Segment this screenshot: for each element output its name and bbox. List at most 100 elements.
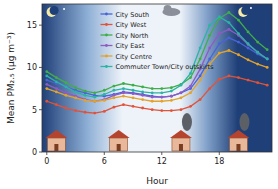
series-marker [237, 32, 240, 35]
series-marker [208, 87, 211, 90]
series-marker [132, 105, 135, 108]
series-marker [45, 74, 48, 77]
series-marker [122, 87, 125, 90]
series-marker [227, 36, 230, 39]
series-marker [84, 94, 87, 97]
series-marker [237, 53, 240, 56]
door [54, 144, 58, 151]
legend-label: City Centre [115, 53, 152, 61]
series-marker [122, 82, 125, 85]
legend-label: City West [115, 21, 146, 29]
legend-marker [105, 44, 108, 47]
series-marker [141, 85, 144, 88]
series-marker [189, 85, 192, 88]
series-marker [170, 90, 173, 93]
x-tick [104, 152, 105, 155]
series-marker [170, 86, 173, 89]
series-marker [247, 79, 250, 82]
smoke [239, 113, 249, 131]
series-marker [199, 98, 202, 101]
series-marker [208, 24, 211, 27]
series-marker [93, 112, 96, 115]
series-marker [141, 94, 144, 97]
series-marker [151, 100, 154, 103]
series-marker [103, 110, 106, 113]
plot-frame [42, 4, 272, 152]
series-marker [74, 109, 77, 112]
series-marker [160, 87, 163, 90]
series-marker [247, 42, 250, 45]
series-marker [189, 87, 192, 90]
legend-label: Commuter Town/City outskirts [115, 63, 214, 71]
series-marker [103, 99, 106, 102]
series-marker [122, 103, 125, 106]
series-marker [112, 94, 115, 97]
series-marker [180, 108, 183, 111]
series-marker [93, 96, 96, 99]
x-tick [161, 152, 162, 155]
series-marker [151, 108, 154, 111]
series-marker [160, 109, 163, 112]
series-marker [266, 48, 269, 51]
legend-label: City North [115, 32, 148, 40]
roof [227, 130, 249, 138]
series-marker [247, 31, 250, 34]
series-marker [247, 58, 250, 61]
series-marker [151, 91, 154, 94]
series-marker [84, 111, 87, 114]
series-marker [199, 58, 202, 61]
series-marker [45, 83, 48, 86]
series-marker [170, 95, 173, 98]
star [63, 8, 65, 10]
series-marker [227, 28, 230, 31]
series-marker [160, 96, 163, 99]
y-tick [39, 152, 42, 153]
series-marker [266, 58, 269, 61]
series-marker [151, 87, 154, 90]
series-marker [84, 99, 87, 102]
series-marker [247, 43, 250, 46]
chart: 051015061218HourMean PM₂.₅ (μg m⁻³)City … [0, 0, 278, 189]
series-marker [65, 81, 68, 84]
series-group [45, 11, 268, 114]
series-marker [266, 66, 269, 69]
roof [170, 130, 192, 138]
legend-line [100, 34, 112, 35]
series-marker [256, 51, 259, 54]
series-marker [141, 91, 144, 94]
series-marker [55, 87, 58, 90]
legend-line [100, 55, 112, 56]
y-tick-label: 15 [27, 21, 37, 30]
series-marker [55, 80, 58, 83]
legend-label: City East [115, 42, 144, 50]
series-marker [218, 52, 221, 55]
x-tick-label: 18 [214, 157, 224, 166]
series-marker [170, 99, 173, 102]
moon-shadow [50, 6, 59, 15]
y-axis-label: Mean PM₂.₅ (μg m⁻³) [6, 32, 16, 124]
series-marker [112, 93, 115, 96]
series-marker [218, 42, 221, 45]
series-marker [180, 84, 183, 87]
series-marker [132, 92, 135, 95]
series-line [47, 29, 267, 101]
legend-line [100, 24, 112, 25]
series-line [47, 76, 267, 113]
series-marker [132, 96, 135, 99]
door [117, 144, 121, 151]
y-tick-label: 0 [32, 148, 37, 157]
series-marker [266, 84, 269, 87]
series-marker [208, 47, 211, 50]
series-marker [218, 78, 221, 81]
series-marker [218, 15, 221, 18]
y-tick [39, 67, 42, 68]
series-marker [256, 41, 259, 44]
series-marker [180, 91, 183, 94]
series-marker [199, 74, 202, 77]
series-marker [199, 79, 202, 82]
series-marker [237, 41, 240, 44]
roof [45, 130, 67, 138]
series-marker [65, 94, 68, 97]
series-marker [208, 58, 211, 61]
series-marker [180, 91, 183, 94]
